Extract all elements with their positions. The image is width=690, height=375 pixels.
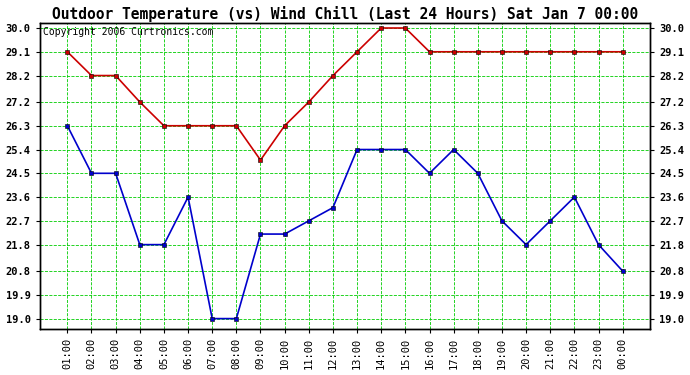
Text: Copyright 2006 Curtronics.com: Copyright 2006 Curtronics.com	[43, 27, 213, 38]
Title: Outdoor Temperature (vs) Wind Chill (Last 24 Hours) Sat Jan 7 00:00: Outdoor Temperature (vs) Wind Chill (Las…	[52, 6, 638, 21]
